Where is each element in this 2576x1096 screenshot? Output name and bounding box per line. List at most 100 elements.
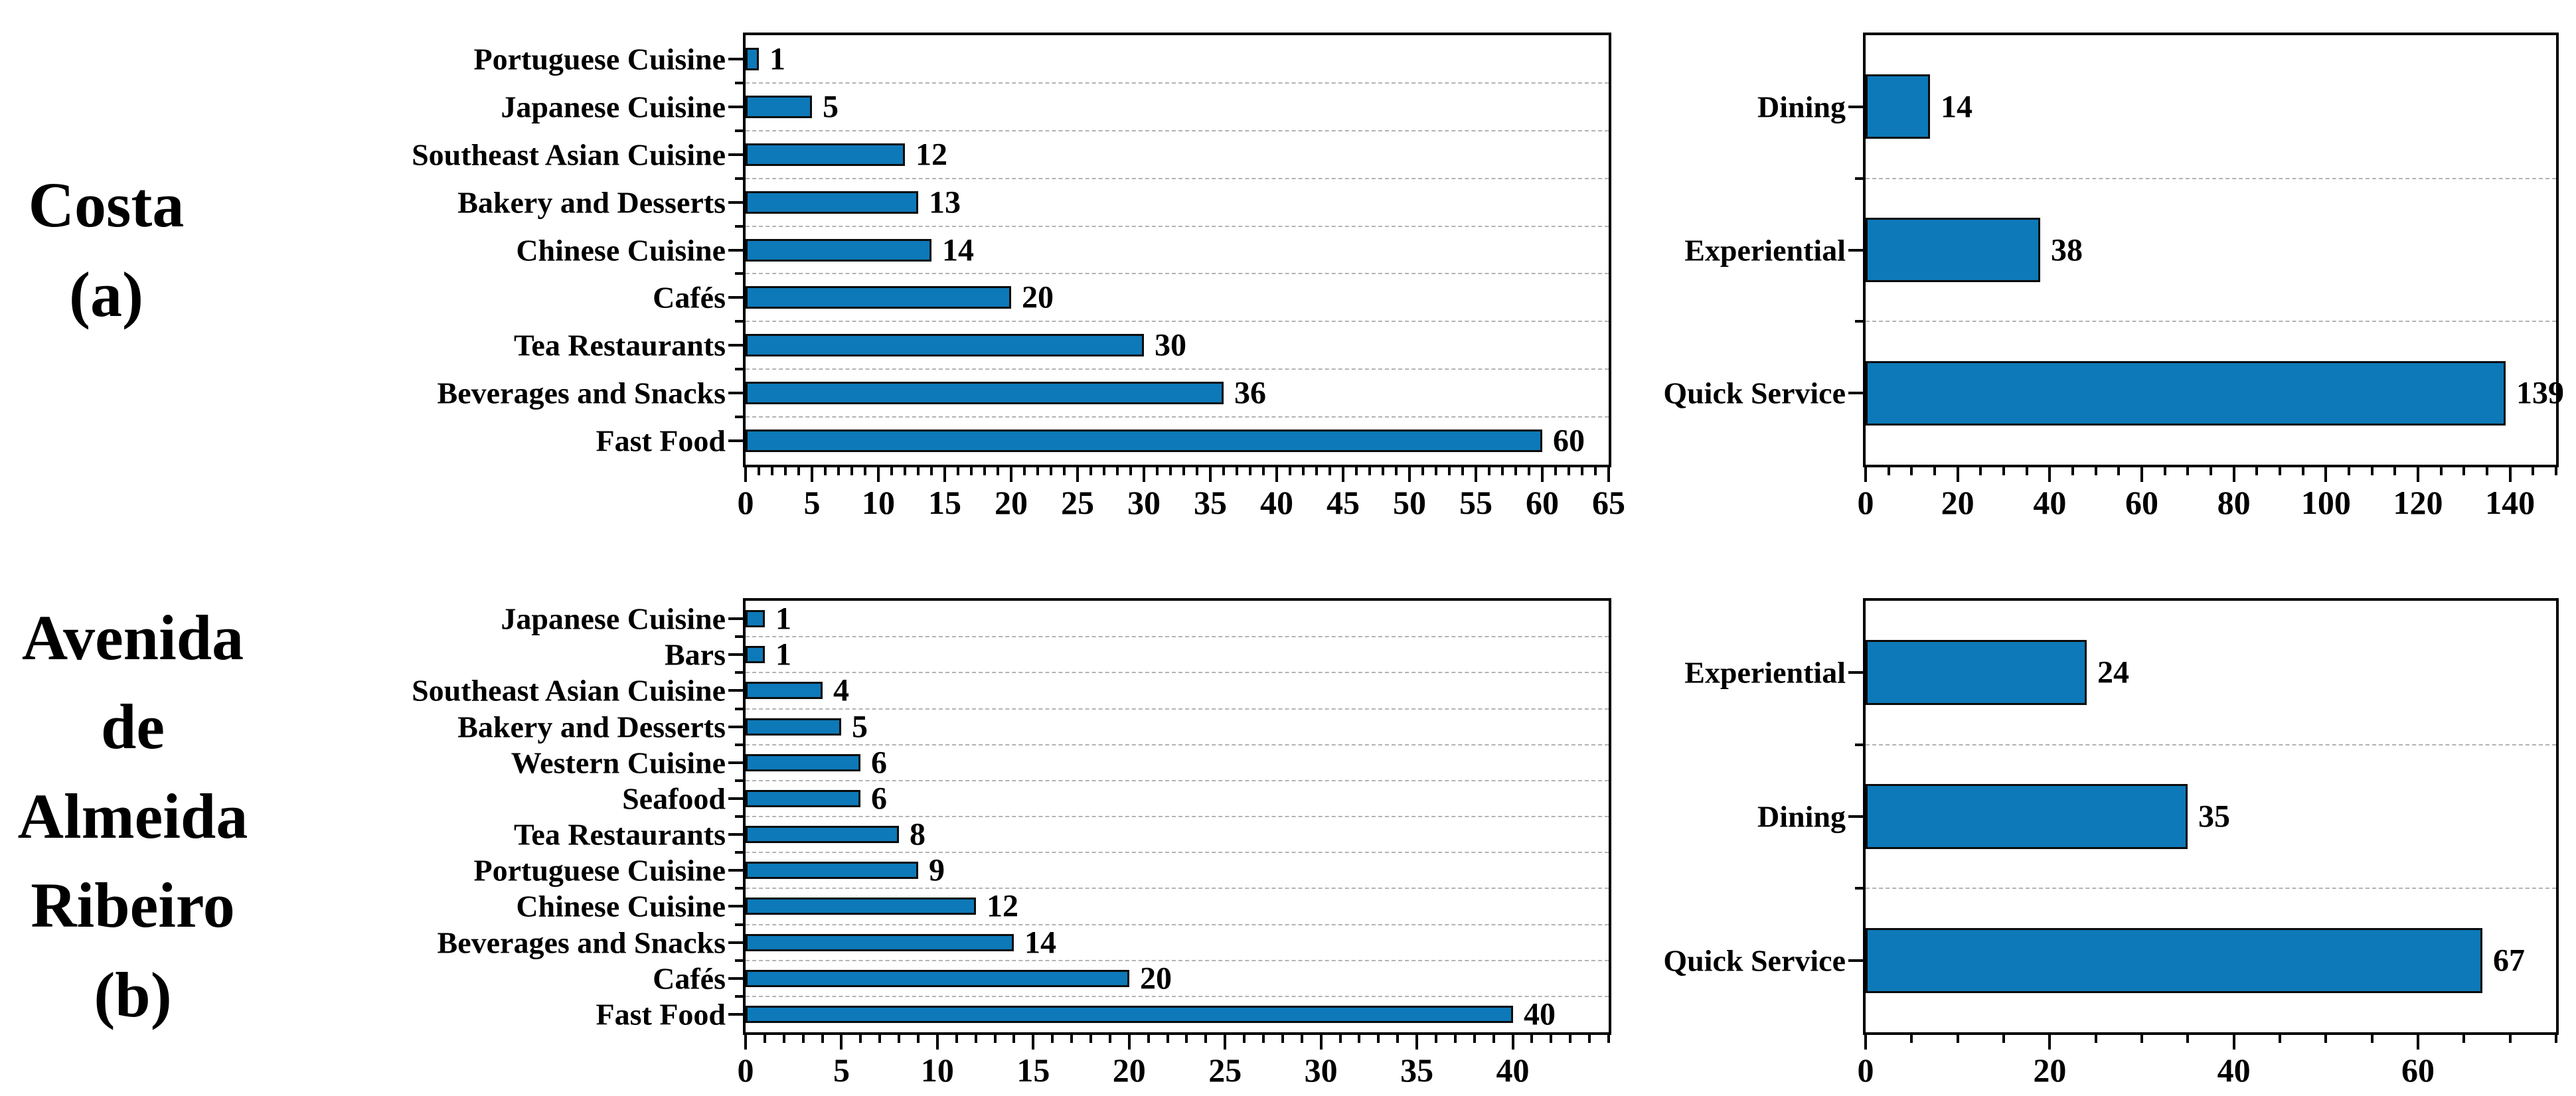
- x-minor-tick-mark: [2279, 1035, 2281, 1043]
- x-minor-tick-mark: [1887, 467, 1890, 475]
- value-label: 1: [769, 41, 785, 77]
- value-label: 9: [929, 852, 945, 888]
- x-minor-tick-mark: [1328, 467, 1331, 475]
- gridline: [746, 888, 1609, 890]
- category-label: Quick Service: [1663, 943, 1846, 978]
- x-minor-tick-mark: [1023, 467, 1026, 475]
- y-minor-tick-mark: [1855, 887, 1863, 890]
- y-minor-tick-mark: [735, 224, 743, 228]
- x-major-tick-mark: [1010, 467, 1012, 482]
- y-minor-tick-mark: [735, 743, 743, 746]
- x-minor-tick-mark: [2555, 467, 2557, 475]
- x-minor-tick-mark: [890, 467, 893, 475]
- x-tick-label: 0: [737, 1052, 754, 1089]
- x-minor-tick-mark: [1185, 1035, 1188, 1043]
- bar: [1866, 218, 2040, 282]
- row-title-a: Costa (a): [0, 35, 212, 465]
- x-minor-tick-mark: [1355, 467, 1358, 475]
- x-minor-tick-mark: [1089, 1035, 1092, 1043]
- y-minor-tick-mark: [735, 959, 743, 962]
- x-tick-label: 60: [2125, 484, 2158, 521]
- gridline: [1866, 177, 2556, 179]
- gridline: [1866, 744, 2556, 745]
- x-tick-label: 0: [1857, 484, 1874, 521]
- y-minor-tick-mark: [735, 851, 743, 854]
- category-label: Chinese Cuisine: [516, 889, 726, 923]
- gridline: [746, 852, 1609, 854]
- x-minor-tick-mark: [1338, 1035, 1342, 1043]
- x-minor-tick-mark: [782, 1035, 785, 1043]
- x-minor-tick-mark: [2348, 467, 2350, 475]
- x-tick-label: 65: [1592, 484, 1625, 521]
- bar: [746, 96, 812, 118]
- category-label: Portuguese Cuisine: [473, 853, 726, 888]
- x-tick-label: 20: [1941, 484, 1974, 521]
- x-major-tick-mark: [1127, 1035, 1131, 1050]
- x-tick-label: 40: [1260, 484, 1293, 521]
- row-title-b: Avenida de Almeida Ribeiro (b): [0, 601, 266, 1032]
- value-label: 14: [1941, 89, 1972, 125]
- row-title-line: de: [101, 691, 165, 763]
- x-minor-tick-mark: [2439, 467, 2443, 475]
- bar: [746, 430, 1542, 452]
- x-minor-tick-mark: [1262, 1035, 1265, 1043]
- x-major-tick-mark: [2140, 467, 2143, 482]
- x-major-tick-mark: [2508, 467, 2512, 482]
- gridline: [746, 273, 1609, 275]
- x-minor-tick-mark: [1550, 1035, 1553, 1043]
- bar: [746, 970, 1129, 987]
- x-minor-tick-mark: [1129, 467, 1132, 475]
- x-major-tick-mark: [1342, 467, 1344, 482]
- x-minor-tick-mark: [1377, 1035, 1380, 1043]
- value-label: 20: [1022, 279, 1054, 315]
- y-major-tick-mark: [728, 200, 743, 204]
- y-minor-tick-mark: [735, 815, 743, 818]
- gridline: [746, 672, 1609, 674]
- gridline: [746, 225, 1609, 227]
- x-minor-tick-mark: [1262, 467, 1265, 475]
- x-minor-tick-mark: [997, 467, 999, 475]
- x-minor-tick-mark: [1910, 467, 1913, 475]
- category-label: Bars: [665, 637, 726, 672]
- x-tick-label: 20: [1112, 1052, 1146, 1089]
- y-minor-tick-mark: [735, 779, 743, 782]
- x-minor-tick-mark: [1089, 467, 1092, 475]
- category-label: Tea Restaurants: [513, 328, 726, 362]
- x-minor-tick-mark: [2370, 1035, 2374, 1043]
- x-tick-label: 40: [2033, 484, 2067, 521]
- y-major-tick-mark: [728, 392, 743, 395]
- x-major-tick-mark: [1032, 1035, 1035, 1050]
- x-major-tick-mark: [2232, 1035, 2235, 1050]
- x-minor-tick-mark: [957, 467, 959, 475]
- y-major-tick-mark: [728, 797, 743, 800]
- y-major-tick-mark: [728, 617, 743, 621]
- x-minor-tick-mark: [1554, 467, 1557, 475]
- gridline: [1866, 321, 2556, 323]
- bar: [746, 718, 841, 736]
- x-minor-tick-mark: [1514, 467, 1517, 475]
- x-tick-label: 45: [1327, 484, 1360, 521]
- bar: [746, 682, 823, 699]
- x-minor-tick-mark: [1070, 1035, 1074, 1043]
- value-label: 12: [916, 137, 947, 173]
- value-label: 14: [942, 232, 974, 268]
- x-tick-label: 15: [928, 484, 961, 521]
- category-label: Japanese Cuisine: [501, 601, 726, 636]
- row-title-line: Almeida: [17, 780, 248, 852]
- x-minor-tick-mark: [821, 1035, 824, 1043]
- x-tick-label: 40: [1496, 1052, 1530, 1089]
- category-label: Quick Service: [1663, 376, 1846, 410]
- y-major-tick-mark: [728, 977, 743, 980]
- x-minor-tick-mark: [2462, 467, 2466, 475]
- x-minor-tick-mark: [784, 467, 787, 475]
- y-major-tick-mark: [728, 153, 743, 156]
- x-tick-label: 140: [2485, 484, 2536, 521]
- x-minor-tick-mark: [2163, 467, 2166, 475]
- gridline: [746, 416, 1609, 418]
- x-minor-tick-mark: [1594, 467, 1597, 475]
- y-major-tick-mark: [728, 869, 743, 872]
- x-minor-tick-mark: [2210, 467, 2212, 475]
- category-label: Dining: [1757, 90, 1846, 124]
- x-tick-label: 25: [1208, 1052, 1242, 1089]
- x-major-tick-mark: [2324, 467, 2328, 482]
